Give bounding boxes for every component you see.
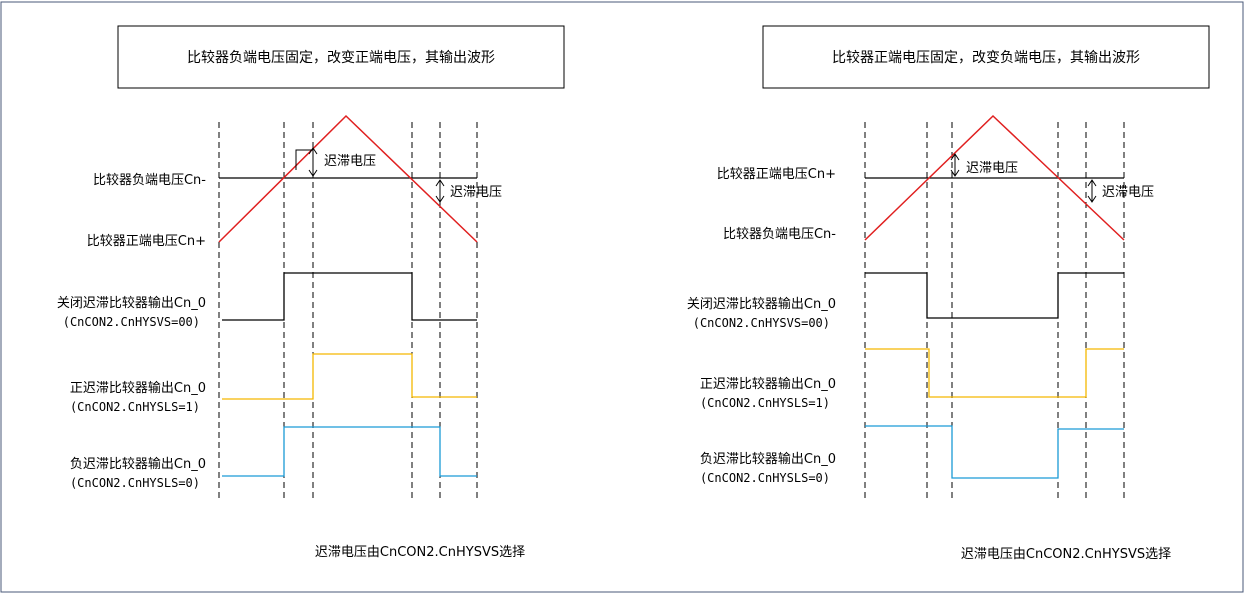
right-ramp-wave xyxy=(864,114,1125,241)
left-out-neg-label: 负迟滞比较器输出Cn_0 xyxy=(70,456,206,472)
right-output-neg-wave xyxy=(865,425,1124,479)
left-ramp-wave xyxy=(218,114,478,243)
left-out-neg-sub: (CnCON2.CnHYSLS=0) xyxy=(70,476,200,490)
left-panel: 比较器负端电压固定，改变正端电压，其输出波形 迟滞电压 迟滞电压 xyxy=(57,25,565,560)
left-out-pos-sub: (CnCON2.CnHYSLS=1) xyxy=(70,400,200,414)
right-footnote: 迟滞电压由CnCON2.CnHYSVS选择 xyxy=(961,547,1171,562)
left-ref-label: 比较器负端电压Cn- xyxy=(93,173,206,188)
right-out-neg-label: 负迟滞比较器输出Cn_0 xyxy=(700,451,836,467)
left-hysteresis-marker-1 xyxy=(295,147,318,177)
right-title: 比较器正端电压固定，改变负端电压，其输出波形 xyxy=(832,50,1140,66)
left-title-box xyxy=(117,25,565,89)
right-hysteresis-label-1: 迟滞电压 xyxy=(966,161,1018,176)
left-hysteresis-label-2: 迟滞电压 xyxy=(450,185,502,200)
right-hysteresis-marker-2 xyxy=(1087,179,1097,203)
right-hysteresis-marker-1 xyxy=(950,153,960,177)
right-ref-label: 比较器正端电压Cn+ xyxy=(717,167,836,182)
left-output-pos-wave xyxy=(222,353,477,400)
right-out-pos-label: 正迟滞比较器输出Cn_0 xyxy=(700,376,836,392)
right-out-neg-sub: (CnCON2.CnHYSLS=0) xyxy=(700,471,830,485)
right-out-off-label: 关闭迟滞比较器输出Cn_0 xyxy=(687,296,836,312)
right-out-off-sub: (CnCON2.CnHYSVS=00) xyxy=(693,316,830,330)
left-hysteresis-label-1: 迟滞电压 xyxy=(324,154,376,169)
right-panel: 比较器正端电压固定，改变负端电压，其输出波形 迟滞电压 迟滞电压 比较器正端电压… xyxy=(687,25,1210,562)
left-footnote: 迟滞电压由CnCON2.CnHYSVS选择 xyxy=(315,545,525,560)
right-output-pos-wave xyxy=(865,348,1124,398)
left-time-guides xyxy=(218,122,478,500)
left-out-off-label: 关闭迟滞比较器输出Cn_0 xyxy=(57,295,206,311)
left-ramp-label: 比较器正端电压Cn+ xyxy=(87,234,206,249)
left-title: 比较器负端电压固定，改变正端电压，其输出波形 xyxy=(187,50,495,66)
left-output-neg-wave xyxy=(222,426,477,477)
right-output-off-wave xyxy=(865,272,1124,319)
left-out-pos-label: 正迟滞比较器输出Cn_0 xyxy=(70,380,206,396)
right-title-box xyxy=(762,25,1210,89)
right-ramp-label: 比较器负端电压Cn- xyxy=(723,227,836,242)
right-time-guides xyxy=(864,122,1125,500)
right-out-pos-sub: (CnCON2.CnHYSLS=1) xyxy=(700,396,830,410)
left-out-off-sub: (CnCON2.CnHYSVS=00) xyxy=(63,315,200,329)
left-output-off-wave xyxy=(222,272,477,321)
right-hysteresis-label-2: 迟滞电压 xyxy=(1102,185,1154,200)
left-hysteresis-marker-2 xyxy=(435,179,445,203)
